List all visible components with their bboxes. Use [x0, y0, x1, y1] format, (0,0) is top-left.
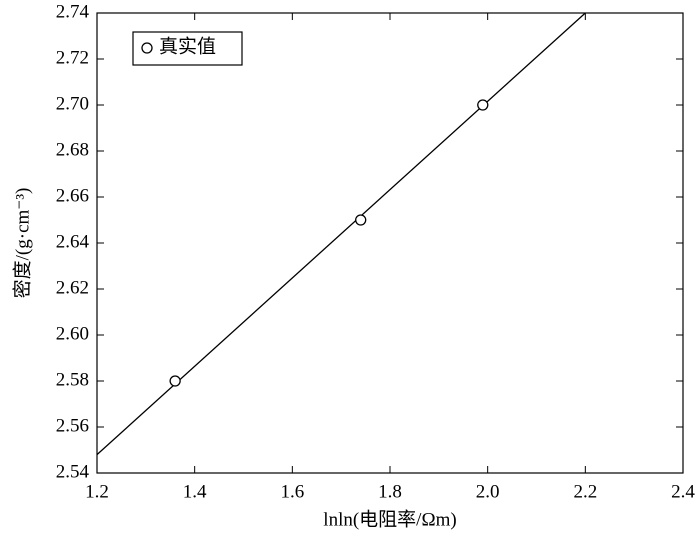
plot-frame	[96, 12, 684, 474]
x-tick-label: 1.8	[378, 481, 402, 502]
legend-label: 真实值	[159, 35, 216, 57]
x-tick-label: 1.2	[85, 481, 109, 502]
fit-line	[96, 12, 586, 456]
x-tick-label: 2.4	[671, 481, 695, 502]
data-point	[355, 214, 367, 226]
data-point	[477, 99, 489, 111]
y-tick-label: 2.54	[56, 461, 90, 482]
y-tick-label: 2.72	[56, 47, 89, 68]
legend-marker	[141, 42, 153, 54]
y-tick-label: 2.62	[56, 277, 89, 298]
y-axis-label: 密度/(g·cm⁻³)	[11, 188, 33, 299]
x-tick-label: 2.0	[476, 481, 500, 502]
y-tick-label: 2.64	[56, 231, 90, 252]
y-tick-label: 2.66	[56, 185, 89, 206]
data-point	[169, 375, 181, 387]
x-tick-label: 2.2	[573, 481, 597, 502]
x-tick-label: 1.6	[280, 481, 304, 502]
x-axis-label: lnln(电阻率/Ωm)	[323, 508, 456, 530]
y-tick-label: 2.60	[56, 323, 89, 344]
y-tick-label: 2.56	[56, 415, 89, 436]
x-tick-label: 1.4	[183, 481, 207, 502]
y-tick-label: 2.58	[56, 369, 89, 390]
y-tick-label: 2.70	[56, 93, 89, 114]
y-tick-label: 2.68	[56, 139, 89, 160]
y-tick-label: 2.74	[56, 1, 90, 22]
